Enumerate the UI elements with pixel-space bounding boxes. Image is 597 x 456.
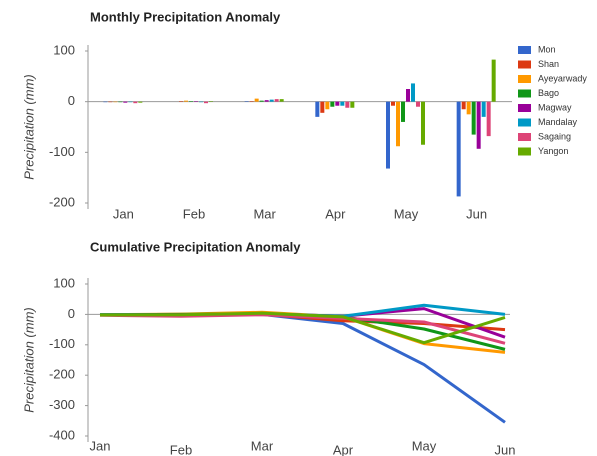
bar: [279, 99, 284, 102]
legend-label: Mon: [538, 44, 556, 54]
bar: [401, 101, 405, 122]
legend-label: Ayeyarwady: [538, 73, 587, 83]
bar: [350, 101, 355, 108]
bar: [189, 101, 193, 102]
bar: [274, 99, 279, 102]
x-tick-label: Mar: [251, 438, 274, 453]
bar: [204, 101, 208, 104]
x-tick-label: Feb: [183, 206, 205, 221]
x-tick-label: May: [412, 438, 437, 453]
bar: [335, 101, 340, 106]
y-tick-label: -200: [49, 367, 75, 382]
y-tick-label: 100: [53, 42, 75, 57]
bar: [179, 101, 183, 102]
legend-label: Bago: [538, 88, 559, 98]
bar: [103, 101, 108, 103]
bar: [249, 101, 254, 102]
bar: [466, 101, 471, 115]
bar: [264, 100, 269, 102]
bar: [416, 101, 420, 107]
bar: [386, 101, 390, 169]
chart-title: Monthly Precipitation Anomaly: [90, 9, 281, 24]
x-tick-label: Apr: [325, 206, 346, 221]
legend-label: Yangon: [538, 146, 568, 156]
bar: [486, 101, 491, 137]
bar: [128, 101, 133, 103]
bar: [269, 99, 274, 102]
legend-swatch: [518, 118, 531, 127]
chart-title: Cumulative Precipitation Anomaly: [90, 239, 301, 254]
x-tick-label: Feb: [170, 442, 192, 456]
bar: [461, 101, 466, 110]
bar: [194, 101, 198, 102]
y-tick-label: -100: [49, 336, 75, 351]
bar: [199, 101, 203, 103]
bar: [254, 98, 259, 102]
bar: [209, 101, 213, 102]
bar: [133, 101, 138, 104]
bar: [476, 101, 481, 149]
bar: [325, 101, 330, 110]
x-tick-label: May: [394, 206, 419, 221]
bar: [396, 101, 400, 147]
bar: [320, 101, 325, 113]
bar: [113, 101, 118, 103]
legend-swatch: [518, 75, 531, 83]
y-axis-label: Precipitation (mm): [21, 74, 36, 179]
bar: [421, 101, 425, 145]
bar: [330, 101, 335, 107]
bar: [391, 101, 395, 106]
bar: [411, 83, 415, 102]
line-series: [100, 312, 506, 424]
bar: [138, 101, 143, 103]
x-tick-label: Jan: [113, 206, 134, 221]
legend-swatch: [518, 147, 531, 156]
bar: [184, 100, 188, 102]
legend-label: Mandalay: [538, 117, 578, 127]
bar: [481, 101, 486, 117]
x-tick-label: Jun: [466, 206, 487, 221]
legend-label: Shan: [538, 59, 559, 69]
bar: [340, 101, 345, 106]
legend-swatch: [518, 104, 531, 112]
legend-swatch: [518, 133, 531, 141]
y-tick-label: 100: [53, 275, 75, 290]
x-tick-label: Jun: [495, 442, 516, 456]
y-tick-label: 0: [68, 306, 75, 321]
bar: [118, 101, 123, 103]
y-axis-label: Precipitation (mm): [21, 307, 36, 412]
bar: [123, 101, 128, 103]
y-tick-label: 0: [68, 93, 75, 108]
legend-swatch: [518, 89, 531, 98]
x-tick-label: Jan: [90, 438, 111, 453]
line-series: [99, 311, 506, 345]
y-tick-label: -300: [49, 397, 75, 412]
y-tick-label: -100: [49, 144, 75, 159]
bar: [315, 101, 320, 117]
bar: [244, 101, 249, 102]
bar: [471, 101, 476, 135]
bar: [345, 101, 350, 108]
legend-label: Sagaing: [538, 131, 571, 141]
x-tick-label: Apr: [333, 442, 354, 456]
y-tick-label: -400: [49, 427, 75, 442]
bar: [259, 100, 264, 102]
legend-label: Magway: [538, 102, 572, 112]
bar: [406, 89, 410, 102]
bar: [456, 101, 461, 197]
legend-swatch: [518, 46, 531, 54]
bar: [491, 59, 496, 102]
x-tick-label: Mar: [253, 206, 276, 221]
legend-swatch: [518, 60, 531, 69]
bar: [108, 101, 113, 103]
y-tick-label: -200: [49, 194, 75, 209]
